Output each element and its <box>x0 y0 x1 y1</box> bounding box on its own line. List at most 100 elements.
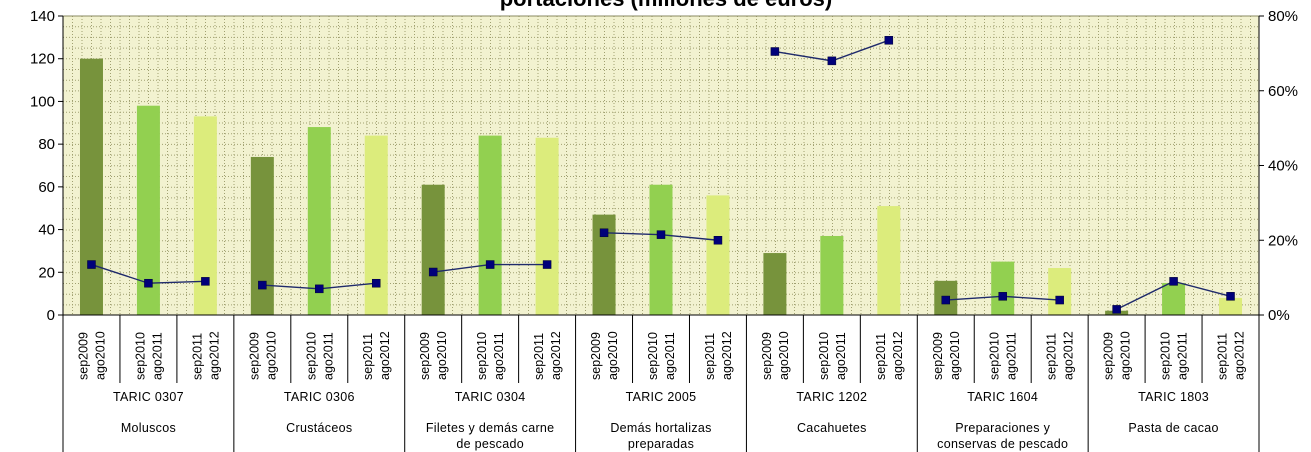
share-marker <box>144 278 153 288</box>
period-end-label: ago2010 <box>606 331 620 380</box>
share-marker <box>827 56 837 66</box>
group-name-label: Demás hortalizas <box>610 421 711 435</box>
y-left-tick-label: 40 <box>38 222 55 239</box>
bar <box>193 116 217 315</box>
y-axis-left: 0 20 40 60 80 100 120 140 <box>30 8 64 324</box>
bar <box>421 184 445 315</box>
y-axis-right: 0% 20% 40% 60% 80% <box>1258 8 1298 324</box>
period-end-label: ago2011 <box>321 332 335 380</box>
group-code-label: TARIC 0306 <box>284 390 355 404</box>
y-left-tick-label: 80 <box>38 136 55 153</box>
group-code-label: TARIC 2005 <box>626 390 697 404</box>
share-marker <box>371 278 381 288</box>
bar <box>250 156 274 315</box>
y-left-tick-label: 120 <box>30 51 55 68</box>
period-end-label: ago2011 <box>150 332 164 380</box>
period-start-label: sep2011 <box>703 333 717 380</box>
period-start-label: sep2010 <box>133 332 147 380</box>
group-name-label: Preparaciones y <box>955 421 1050 435</box>
share-marker <box>656 230 666 239</box>
group-code-label: TARIC 0304 <box>455 390 526 404</box>
bar <box>79 58 103 315</box>
period-end-label: ago2012 <box>1062 331 1076 380</box>
period-end-label: ago2011 <box>1176 332 1190 380</box>
y-left-tick-label: 140 <box>30 8 55 25</box>
share-marker <box>713 236 723 245</box>
group-name-label: Filetes y demás carne <box>426 421 555 435</box>
period-end-label: ago2010 <box>264 331 278 380</box>
period-start-label: sep2010 <box>988 332 1002 380</box>
period-end-label: ago2012 <box>891 331 905 380</box>
bars <box>79 58 1243 315</box>
y-left-tick-label: 20 <box>38 264 55 281</box>
bar <box>307 127 331 315</box>
bar <box>991 261 1015 315</box>
bar <box>1048 268 1072 315</box>
bar <box>535 137 559 315</box>
bar <box>763 253 787 315</box>
y-left-tick-label: 60 <box>38 179 55 196</box>
period-start-label: sep2010 <box>646 332 660 380</box>
period-end-label: ago2012 <box>207 331 221 380</box>
x-axis: sep2009 ago2010 sep2010 ago2011 sep2011 ago20… <box>62 314 1260 452</box>
bar <box>478 135 502 315</box>
share-marker <box>941 295 951 305</box>
period-end-label: ago2012 <box>378 331 392 380</box>
period-start-label: sep2009 <box>418 332 432 380</box>
share-lines <box>87 36 1235 314</box>
share-marker <box>201 277 210 286</box>
share-marker <box>87 260 96 269</box>
period-end-label: ago2012 <box>720 331 734 380</box>
group-name-label: preparadas <box>628 437 694 451</box>
y-right-tick-label: 20% <box>1268 232 1298 249</box>
share-marker <box>1226 292 1235 301</box>
period-start-label: sep2011 <box>1045 333 1059 380</box>
y-right-tick-label: 60% <box>1268 83 1298 100</box>
group-name-label: conservas de pescado <box>937 437 1068 451</box>
share-marker <box>1055 295 1064 305</box>
period-end-label: ago2010 <box>1119 331 1133 380</box>
period-end-label: ago2011 <box>834 332 848 380</box>
bar <box>136 105 160 315</box>
y-right-tick-label: 0% <box>1268 307 1290 324</box>
share-marker <box>428 267 438 277</box>
period-start-label: sep2009 <box>76 332 90 380</box>
bar <box>592 214 616 315</box>
period-end-label: ago2011 <box>663 332 677 380</box>
bar <box>706 195 730 315</box>
bar <box>649 184 673 315</box>
group-code-label: TARIC 1604 <box>967 390 1038 404</box>
period-start-label: sep2009 <box>760 332 774 380</box>
group-name-label: Moluscos <box>121 421 176 435</box>
period-start-label: sep2009 <box>931 332 945 380</box>
period-end-label: ago2012 <box>1233 331 1247 380</box>
share-marker <box>998 292 1007 301</box>
y-left-tick-label: 100 <box>30 93 55 110</box>
group-name-label: de pescado <box>456 437 524 451</box>
period-start-label: sep2011 <box>361 333 375 380</box>
bar <box>364 135 388 315</box>
bar <box>1162 282 1186 315</box>
share-marker <box>599 228 609 238</box>
period-start-label: sep2011 <box>874 333 888 380</box>
bar <box>877 206 901 315</box>
period-start-label: sep2009 <box>589 332 603 380</box>
period-end-label: ago2010 <box>948 331 962 380</box>
group-code-label: TARIC 0307 <box>113 390 184 404</box>
share-marker <box>485 260 495 269</box>
period-end-label: ago2011 <box>1005 332 1019 380</box>
bar <box>1219 297 1243 315</box>
share-marker <box>315 284 324 294</box>
period-start-label: sep2010 <box>1159 332 1173 380</box>
share-marker <box>1112 305 1121 314</box>
group-code-label: TARIC 1202 <box>796 390 867 404</box>
chart-title: portaciones (millones de euros) <box>500 0 833 11</box>
group-name-label: Crustáceos <box>286 421 352 435</box>
period-end-label: ago2010 <box>93 331 107 380</box>
period-start-label: sep2010 <box>817 332 831 380</box>
y-right-tick-label: 80% <box>1268 8 1298 25</box>
group-name-label: Cacahuetes <box>797 421 867 435</box>
period-start-label: sep2010 <box>475 332 489 380</box>
share-marker <box>884 36 894 45</box>
